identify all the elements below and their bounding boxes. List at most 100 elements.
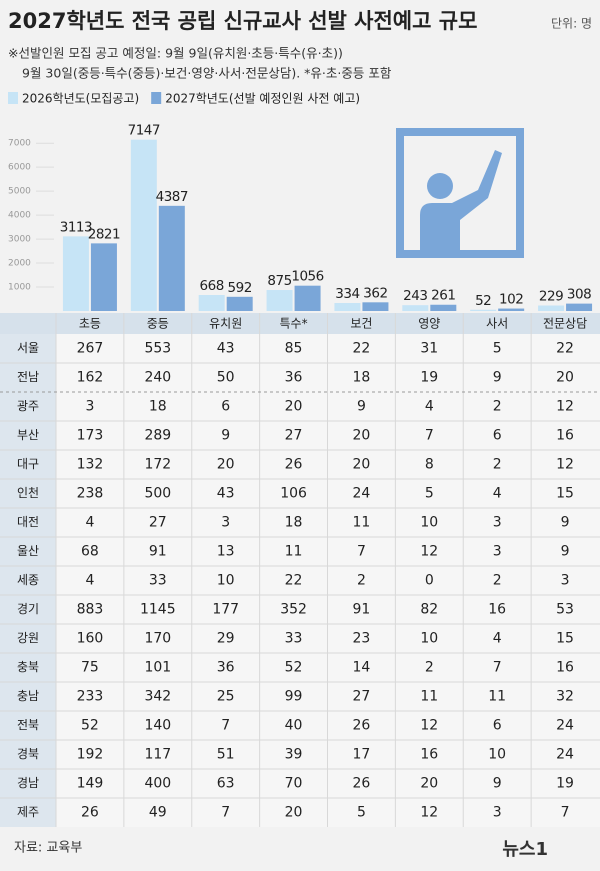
row-label: 강원 xyxy=(17,631,39,645)
cell: 267 xyxy=(77,341,104,357)
cell: 2 xyxy=(357,573,366,589)
cell: 12 xyxy=(556,399,574,415)
cell: 50 xyxy=(217,370,235,386)
cell: 26 xyxy=(353,718,371,734)
cell: 43 xyxy=(217,486,235,502)
cell: 3 xyxy=(85,399,94,415)
cell: 18 xyxy=(149,399,167,415)
value-label: 102 xyxy=(499,292,523,308)
cell: 68 xyxy=(81,544,99,560)
value-label: 334 xyxy=(335,286,359,302)
cell: 24 xyxy=(353,486,371,502)
cell: 24 xyxy=(556,718,574,734)
cell: 32 xyxy=(556,689,574,705)
cell: 26 xyxy=(285,457,303,473)
value-label: 4387 xyxy=(156,189,188,205)
cell: 7 xyxy=(357,544,366,560)
cell: 85 xyxy=(285,341,303,357)
bar xyxy=(90,243,117,311)
cell: 16 xyxy=(556,660,574,676)
cell: 173 xyxy=(77,428,104,444)
cell: 101 xyxy=(144,660,171,676)
cell: 36 xyxy=(217,660,235,676)
row-label: 충북 xyxy=(17,660,39,674)
teacher-icon xyxy=(396,128,524,258)
cell: 26 xyxy=(81,805,99,821)
y-tick-label: 7000 xyxy=(8,139,31,149)
cell: 6 xyxy=(493,428,502,444)
value-label: 261 xyxy=(431,288,455,304)
cell: 289 xyxy=(144,428,171,444)
cell: 20 xyxy=(420,776,438,792)
y-tick-label: 6000 xyxy=(8,163,31,173)
cell: 11 xyxy=(420,689,438,705)
cell: 3 xyxy=(493,805,502,821)
cell: 132 xyxy=(77,457,104,473)
column-header: 영양 xyxy=(418,317,440,331)
cell: 7 xyxy=(221,805,230,821)
cell: 4 xyxy=(85,573,94,589)
cell: 13 xyxy=(217,544,235,560)
cell: 16 xyxy=(488,602,506,618)
cell: 9 xyxy=(493,370,502,386)
row-label-bg xyxy=(0,334,56,827)
cell: 3 xyxy=(561,573,570,589)
row-label: 광주 xyxy=(17,399,39,413)
column-header: 특수* xyxy=(280,317,308,331)
cell: 12 xyxy=(556,457,574,473)
cell: 19 xyxy=(420,370,438,386)
row-label: 인천 xyxy=(17,485,39,500)
cell: 17 xyxy=(353,747,371,763)
bar xyxy=(198,294,225,311)
y-tick-label: 1000 xyxy=(8,283,31,293)
cell: 9 xyxy=(561,544,570,560)
note: 9월 30일(중등·특수(중등)·보건·영양·사서·전문상담). *유·초·중등… xyxy=(22,66,392,81)
table-header-bg xyxy=(0,313,600,334)
cell: 22 xyxy=(556,341,574,357)
cell: 23 xyxy=(353,631,371,647)
cell: 24 xyxy=(556,747,574,763)
cell: 20 xyxy=(217,457,235,473)
row-label: 전북 xyxy=(17,718,39,732)
cell: 883 xyxy=(77,602,104,618)
cell: 16 xyxy=(556,428,574,444)
head xyxy=(427,173,453,199)
bar xyxy=(362,302,389,311)
value-label: 7147 xyxy=(128,123,160,139)
cell: 6 xyxy=(221,399,230,415)
cell: 172 xyxy=(144,457,171,473)
cell: 20 xyxy=(353,457,371,473)
cell: 7 xyxy=(493,660,502,676)
table-body-bg xyxy=(0,334,600,827)
cell: 9 xyxy=(357,399,366,415)
cell: 12 xyxy=(420,805,438,821)
cell: 27 xyxy=(285,428,303,444)
cell: 9 xyxy=(493,776,502,792)
cell: 27 xyxy=(149,515,167,531)
cell: 160 xyxy=(77,631,104,647)
value-label: 2821 xyxy=(88,226,120,242)
cell: 106 xyxy=(280,486,307,502)
row-label: 경남 xyxy=(17,776,39,790)
cell: 39 xyxy=(285,747,303,763)
column-header: 초등 xyxy=(79,317,101,331)
cell: 75 xyxy=(81,660,99,676)
cell: 2 xyxy=(493,399,502,415)
cell: 2 xyxy=(425,660,434,676)
cell: 99 xyxy=(285,689,303,705)
cell: 8 xyxy=(425,457,434,473)
legend-swatch xyxy=(8,92,18,104)
cell: 342 xyxy=(144,689,171,705)
value-label: 308 xyxy=(567,287,591,303)
cell: 16 xyxy=(420,747,438,763)
bar xyxy=(226,296,253,311)
cell: 12 xyxy=(420,544,438,560)
cell: 49 xyxy=(149,805,167,821)
cell: 0 xyxy=(425,573,434,589)
cell: 240 xyxy=(144,370,171,386)
value-label: 668 xyxy=(200,278,224,294)
bar xyxy=(566,303,593,311)
cell: 91 xyxy=(353,602,371,618)
value-label: 592 xyxy=(228,280,252,296)
row-label: 경북 xyxy=(17,747,39,761)
